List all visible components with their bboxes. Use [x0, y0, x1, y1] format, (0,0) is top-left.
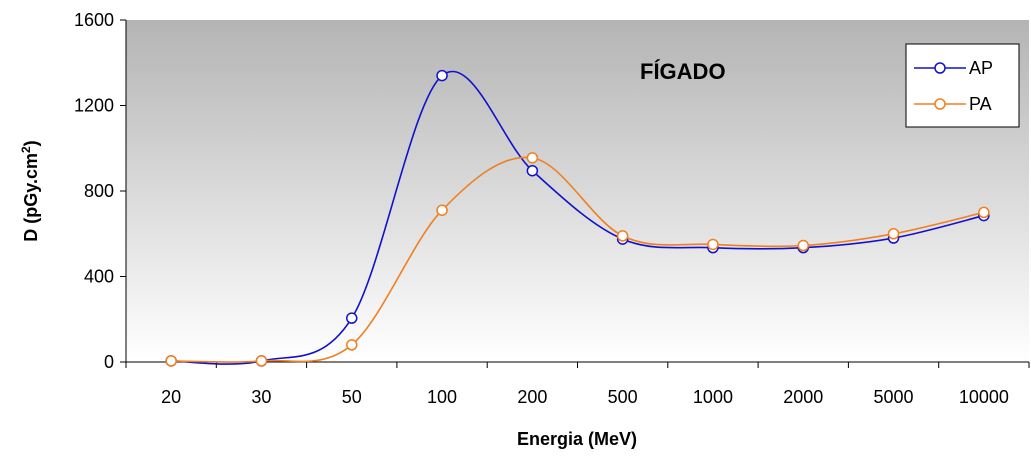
- data-point: [526, 152, 539, 164]
- x-tick-label: 50: [342, 387, 362, 407]
- x-axis-title: Energia (MeV): [517, 429, 637, 449]
- x-tick-label: 200: [517, 387, 547, 407]
- legend-item-pa: PA: [914, 94, 992, 114]
- data-point: [255, 355, 268, 367]
- x-tick-label: 10000: [959, 387, 1009, 407]
- legend-marker: [934, 98, 946, 110]
- plot-area: [126, 20, 1029, 362]
- series-layer: [165, 69, 990, 367]
- y-tick-label: 400: [84, 267, 114, 287]
- data-point: [797, 239, 809, 252]
- y-axis-title: D (pGy.cm2): [19, 140, 41, 241]
- data-point: [436, 69, 448, 82]
- annotation-label: FÍGADO: [640, 59, 726, 84]
- data-point: [346, 312, 358, 324]
- legend-label: PA: [969, 94, 992, 114]
- data-point: [616, 230, 629, 242]
- data-point: [526, 164, 539, 177]
- y-tick-label: 0: [104, 352, 114, 372]
- y-tick-label: 1200: [74, 96, 114, 116]
- series-line: [171, 156, 985, 363]
- legend-box: [905, 43, 1020, 128]
- x-tick-label: 20: [161, 387, 181, 407]
- x-tick-label: 2000: [783, 387, 823, 407]
- legend-item-ap: AP: [914, 58, 993, 78]
- data-point: [978, 206, 990, 219]
- x-tick-label: 5000: [874, 387, 914, 407]
- data-point: [436, 204, 448, 216]
- y-tick-label: 1600: [74, 10, 114, 30]
- x-tick-label: 1000: [693, 387, 733, 407]
- axes: 0 400 800 1200 1600 20 30 50 100 200 500 1000 2000 50…: [74, 10, 1030, 407]
- legend: AP PA: [905, 43, 1020, 128]
- legend-marker: [934, 62, 946, 74]
- x-tick-label: 100: [427, 387, 457, 407]
- x-tick-label: 500: [608, 387, 638, 407]
- y-tick-label: 800: [84, 181, 114, 201]
- legend-label: AP: [969, 58, 993, 78]
- data-point: [707, 238, 719, 251]
- data-point: [887, 228, 900, 240]
- series-pa: [165, 152, 990, 367]
- data-point: [346, 339, 358, 351]
- data-point: [165, 355, 177, 367]
- x-tick-label: 30: [251, 387, 271, 407]
